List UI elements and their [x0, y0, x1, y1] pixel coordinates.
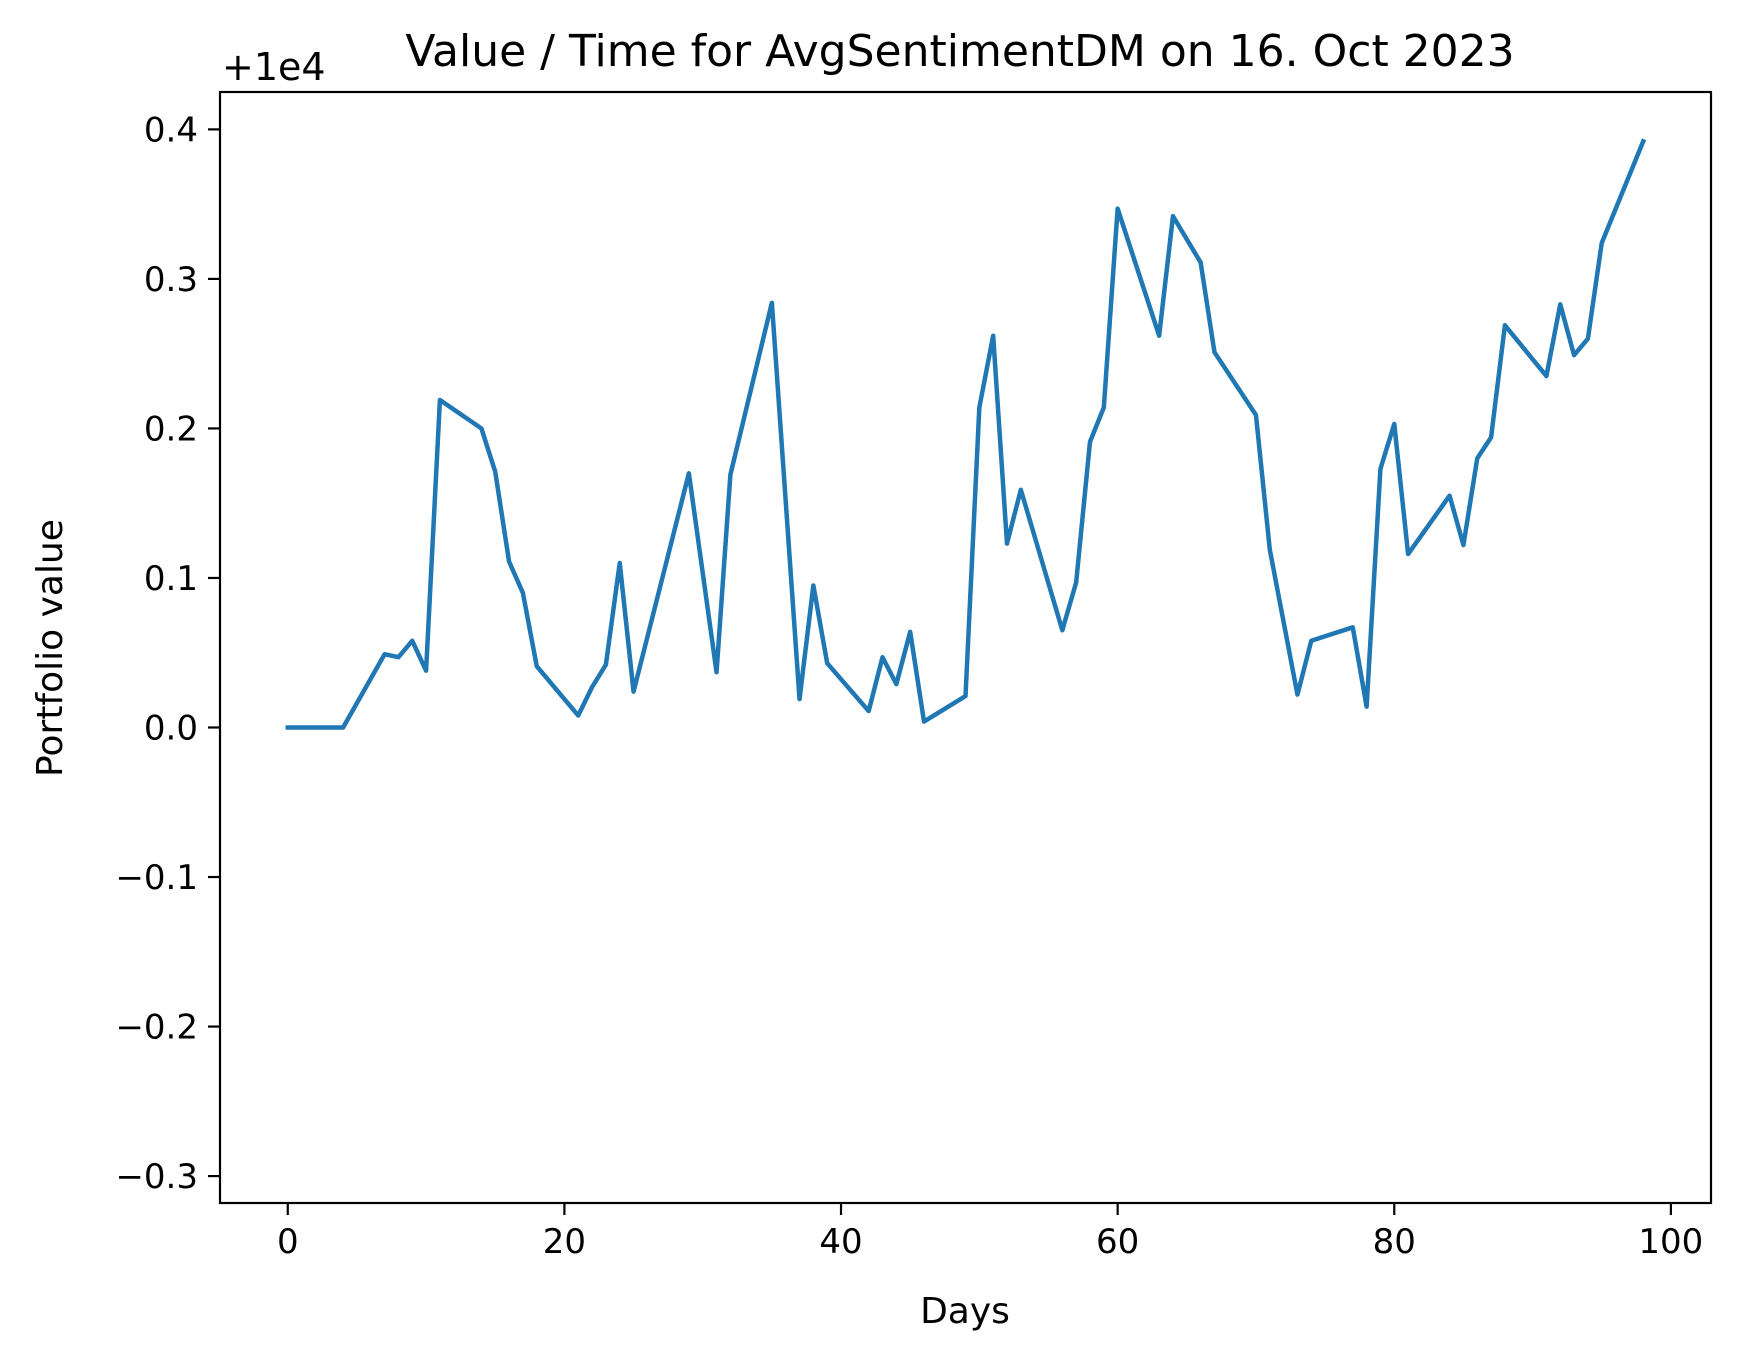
- x-tick-label: 100: [1638, 1222, 1703, 1262]
- y-tick-label: 0.2: [144, 409, 198, 449]
- y-tick-label: −0.3: [115, 1157, 198, 1197]
- x-tick-label: 40: [819, 1222, 862, 1262]
- x-tick-label: 80: [1373, 1222, 1416, 1262]
- x-tick-label: 20: [543, 1222, 586, 1262]
- y-axis-label: Portfolio value: [30, 519, 71, 777]
- y-offset-label: +1e4: [222, 45, 326, 89]
- x-tick-label: 60: [1096, 1222, 1139, 1262]
- y-tick-label: −0.1: [115, 858, 198, 898]
- y-tick-label: −0.2: [115, 1008, 198, 1048]
- x-tick-label: 0: [277, 1222, 299, 1262]
- y-tick-label: 0.3: [144, 260, 198, 300]
- y-tick-label: 0.4: [144, 110, 198, 150]
- y-tick-label: 0.0: [144, 708, 198, 748]
- x-axis-label: Days: [920, 1291, 1010, 1332]
- plot-frame: [218, 90, 1713, 1205]
- series-line-0: [285, 138, 1647, 730]
- chart-title: Value / Time for AvgSentimentDM on 16. O…: [405, 26, 1514, 77]
- y-tick-label: 0.1: [144, 559, 198, 599]
